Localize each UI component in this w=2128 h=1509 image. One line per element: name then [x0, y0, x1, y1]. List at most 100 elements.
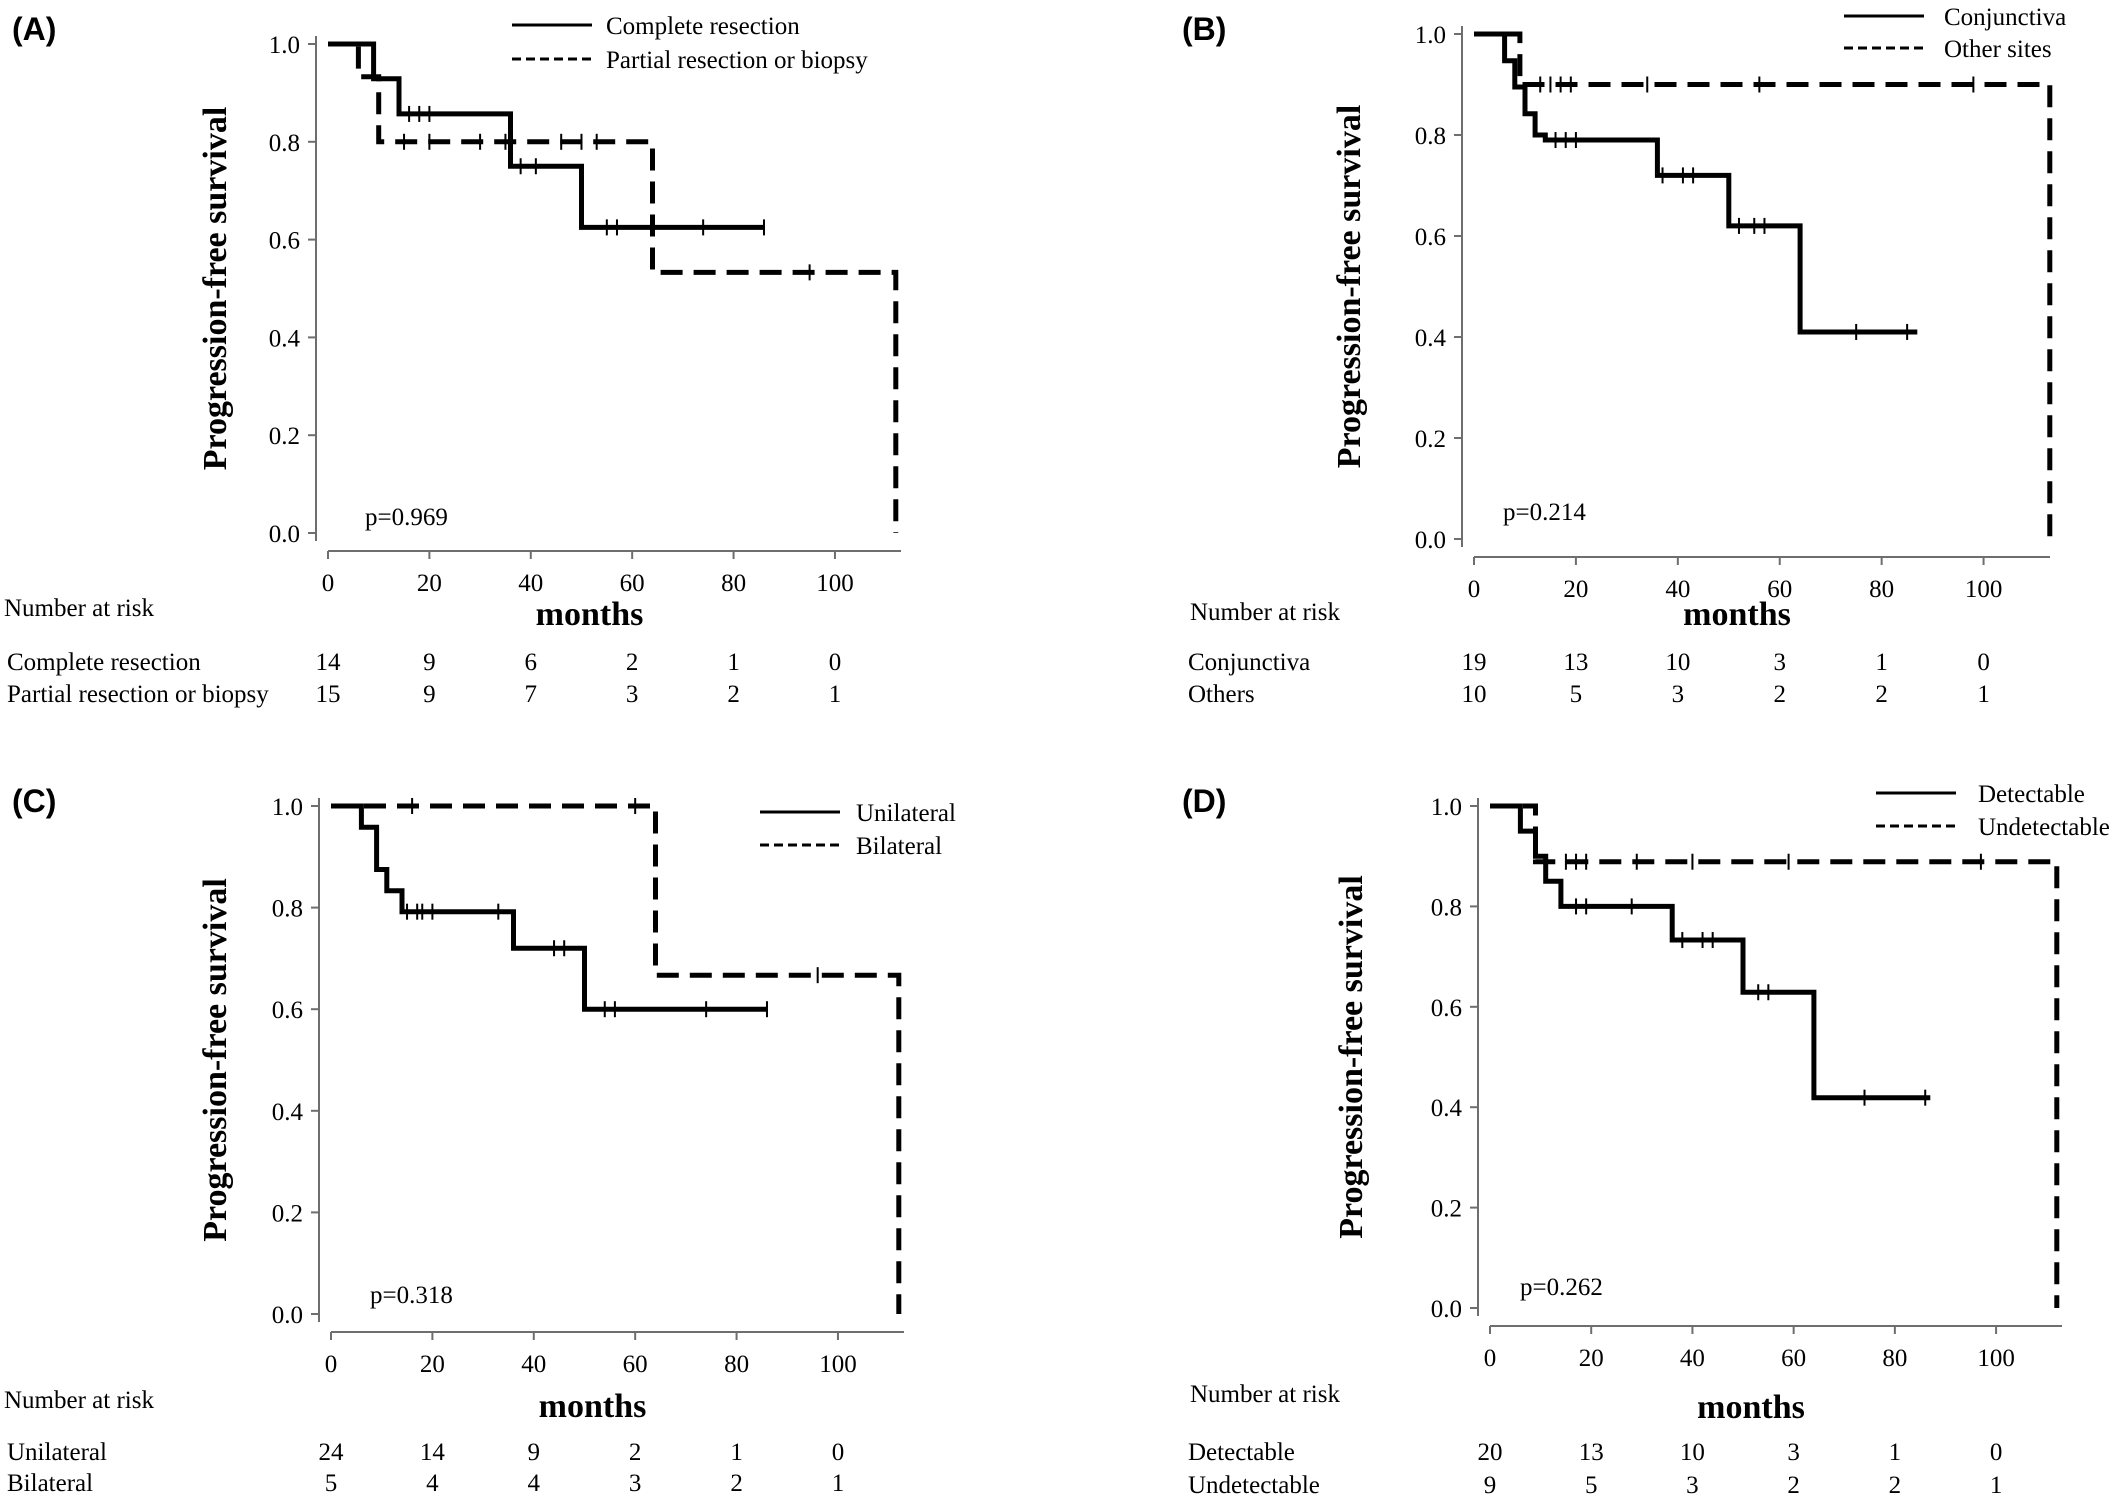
x-tick-label: 80 — [721, 570, 746, 597]
x-tick-label: 80 — [724, 1351, 749, 1378]
p-value: p=0.318 — [370, 1282, 453, 1309]
legend-label: Partial resection or biopsy — [606, 47, 868, 74]
y-tick-label: 0.6 — [1431, 995, 1462, 1022]
p-value: p=0.262 — [1520, 1274, 1603, 1301]
risk-count: 1 — [730, 1439, 743, 1466]
chart-panel-d: (D)0.00.20.40.60.81.00 20 40 60 80 100Progres… — [1182, 781, 2110, 1499]
km-curve-dashed — [1474, 31, 2053, 539]
risk-row-label: Partial resection or biopsy — [7, 681, 269, 708]
y-tick-label: 0.0 — [1431, 1296, 1462, 1323]
p-value: p=0.969 — [365, 504, 448, 531]
legend-label: Other sites — [1944, 36, 2052, 63]
risk-count: 3 — [1773, 649, 1786, 676]
x-axis-label: months — [1697, 1389, 1805, 1426]
y-tick-label: 0.0 — [1415, 527, 1446, 554]
risk-row-label: Others — [1188, 681, 1255, 708]
km-curve-dashed — [1490, 803, 2060, 1308]
km-curve-solid — [331, 803, 767, 1012]
panel-label: (B) — [1182, 11, 1226, 47]
x-tick-label: 0 — [322, 570, 335, 597]
risk-count: 0 — [1990, 1439, 2003, 1466]
legend-label: Undetectable — [1978, 814, 2110, 841]
risk-count: 2 — [730, 1470, 743, 1497]
risk-count: 3 — [629, 1470, 642, 1497]
risk-count: 4 — [426, 1470, 439, 1497]
y-tick-label: 0.8 — [1415, 123, 1446, 150]
risk-count: 13 — [1563, 649, 1588, 676]
x-tick-label: 80 — [1882, 1345, 1907, 1372]
legend-label: Bilateral — [856, 833, 942, 860]
risk-count: 3 — [1672, 681, 1685, 708]
panel-label: (C) — [12, 783, 56, 819]
risk-row-label: Undetectable — [1188, 1472, 1320, 1499]
y-tick-label: 0.6 — [1415, 224, 1446, 251]
risk-count: 1 — [1889, 1439, 1902, 1466]
risk-count: 1 — [727, 649, 740, 676]
y-tick-label: 0.8 — [1431, 894, 1462, 921]
km-curve-solid — [328, 41, 764, 230]
x-tick-label: 20 — [1563, 576, 1588, 603]
risk-table-title: Number at risk — [4, 1387, 154, 1414]
chart-panel-a: (A)0.00.20.40.60.81.00 20 40 60 80 100Progres… — [4, 11, 901, 708]
y-tick-label: 0.4 — [1415, 325, 1447, 352]
risk-count: 20 — [1478, 1439, 1503, 1466]
risk-count: 1 — [829, 681, 842, 708]
risk-count: 10 — [1680, 1439, 1705, 1466]
risk-row-label: Complete resection — [7, 649, 201, 676]
y-tick-label: 0.4 — [272, 1099, 304, 1126]
y-tick-label: 0.8 — [269, 130, 300, 157]
legend-label: Conjunctiva — [1944, 4, 2066, 31]
x-tick-label: 40 — [521, 1351, 546, 1378]
chart-panel-b: (B)0.00.20.40.60.81.00 20 40 60 80 100Progres… — [1182, 4, 2066, 708]
risk-count: 2 — [1889, 1472, 1902, 1499]
x-axis-label: months — [539, 1388, 647, 1425]
x-tick-label: 0 — [1468, 576, 1481, 603]
x-tick-label: 20 — [417, 570, 442, 597]
y-tick-label: 1.0 — [1431, 794, 1462, 821]
risk-count: 9 — [1484, 1472, 1497, 1499]
y-axis-label: Progression-free survival — [197, 107, 234, 471]
y-tick-label: 0.6 — [269, 228, 300, 255]
panel-label: (D) — [1182, 783, 1226, 819]
y-tick-label: 0.4 — [269, 325, 301, 352]
legend-label: Complete resection — [606, 13, 800, 40]
risk-count: 15 — [316, 681, 341, 708]
risk-count: 1 — [1977, 681, 1990, 708]
y-tick-label: 0.2 — [269, 423, 300, 450]
y-tick-label: 0.8 — [272, 896, 303, 923]
km-curve-dashed — [328, 41, 899, 533]
x-tick-label: 60 — [620, 570, 645, 597]
risk-count: 10 — [1462, 681, 1487, 708]
y-axis-label: Progression-free survival — [1333, 875, 1370, 1239]
x-tick-label: 100 — [1977, 1345, 2015, 1372]
x-tick-label: 0 — [1484, 1345, 1497, 1372]
x-tick-label: 100 — [816, 570, 854, 597]
y-tick-label: 0.4 — [1431, 1095, 1463, 1122]
y-tick-label: 0.6 — [272, 997, 303, 1024]
x-axis-label: months — [1683, 596, 1791, 633]
risk-count: 24 — [319, 1439, 345, 1466]
y-tick-label: 0.0 — [269, 521, 300, 548]
risk-count: 2 — [1787, 1472, 1800, 1499]
risk-count: 2 — [727, 681, 740, 708]
risk-count: 1 — [1990, 1472, 2003, 1499]
y-tick-label: 1.0 — [272, 794, 303, 821]
y-tick-label: 1.0 — [269, 32, 300, 59]
risk-count: 2 — [629, 1439, 642, 1466]
risk-count: 3 — [1686, 1472, 1699, 1499]
x-tick-label: 60 — [1767, 576, 1792, 603]
risk-count: 7 — [525, 681, 538, 708]
x-tick-label: 40 — [518, 570, 543, 597]
risk-count: 9 — [423, 649, 436, 676]
x-axis-label: months — [536, 596, 644, 633]
chart-panel-c: (C)0.00.20.40.60.81.00 20 40 60 80 100Progres… — [4, 783, 956, 1497]
risk-count: 2 — [626, 649, 639, 676]
risk-count: 9 — [528, 1439, 541, 1466]
x-tick-label: 60 — [1781, 1345, 1806, 1372]
km-curve-solid — [1490, 803, 1931, 1101]
km-curve-dashed — [331, 803, 902, 1314]
risk-count: 14 — [316, 649, 342, 676]
legend-label: Detectable — [1978, 781, 2085, 808]
legend-label: Unilateral — [856, 800, 956, 827]
